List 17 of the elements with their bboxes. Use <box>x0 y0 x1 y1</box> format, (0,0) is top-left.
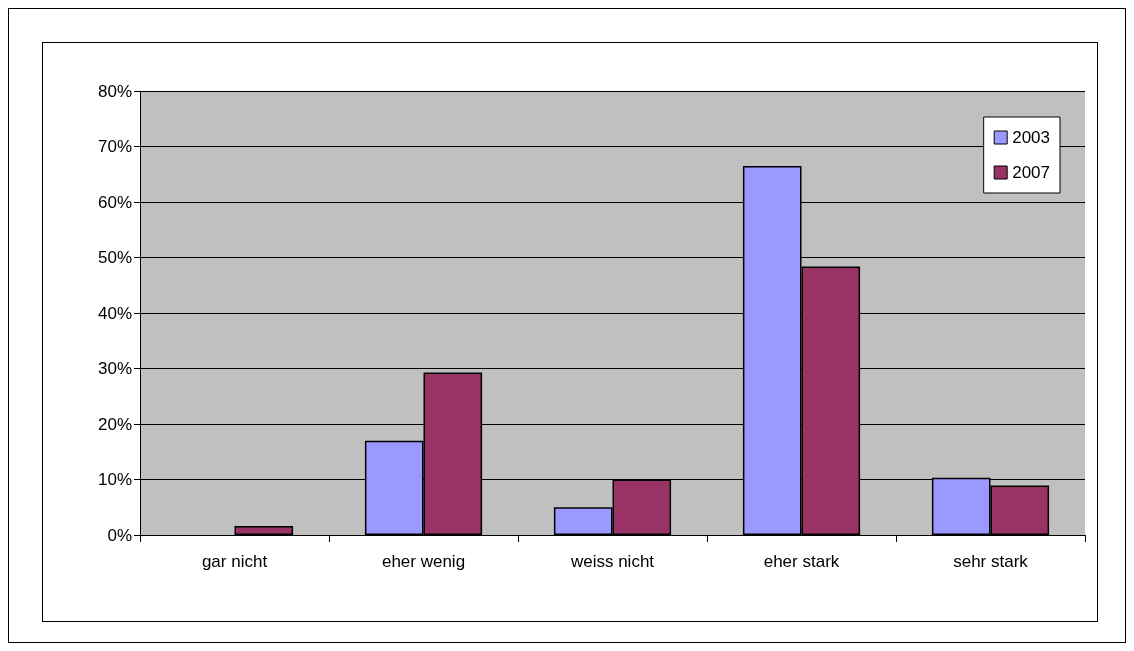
y-tick-label: 80% <box>97 81 132 101</box>
y-tick-label: 0% <box>107 525 132 545</box>
y-tick-label: 30% <box>97 359 132 378</box>
x-tick-label: eher stark <box>763 552 840 571</box>
legend-label: 2003 <box>1012 128 1051 147</box>
x-tick-label: weiss nicht <box>569 552 655 571</box>
y-tick-label: 10% <box>97 470 132 489</box>
x-tick-label: gar nicht <box>201 552 268 571</box>
y-tick-label: 40% <box>97 303 132 323</box>
x-tick-label: sehr stark <box>953 552 1029 571</box>
bar <box>234 526 294 535</box>
x-tick-label: eher wenig <box>381 552 466 571</box>
y-tick-label: 70% <box>97 137 132 156</box>
y-tick-label: 50% <box>97 248 132 267</box>
legend-label: 2007 <box>1012 163 1051 182</box>
y-tick-label: 60% <box>97 192 132 212</box>
y-tick-label: 20% <box>97 414 132 434</box>
